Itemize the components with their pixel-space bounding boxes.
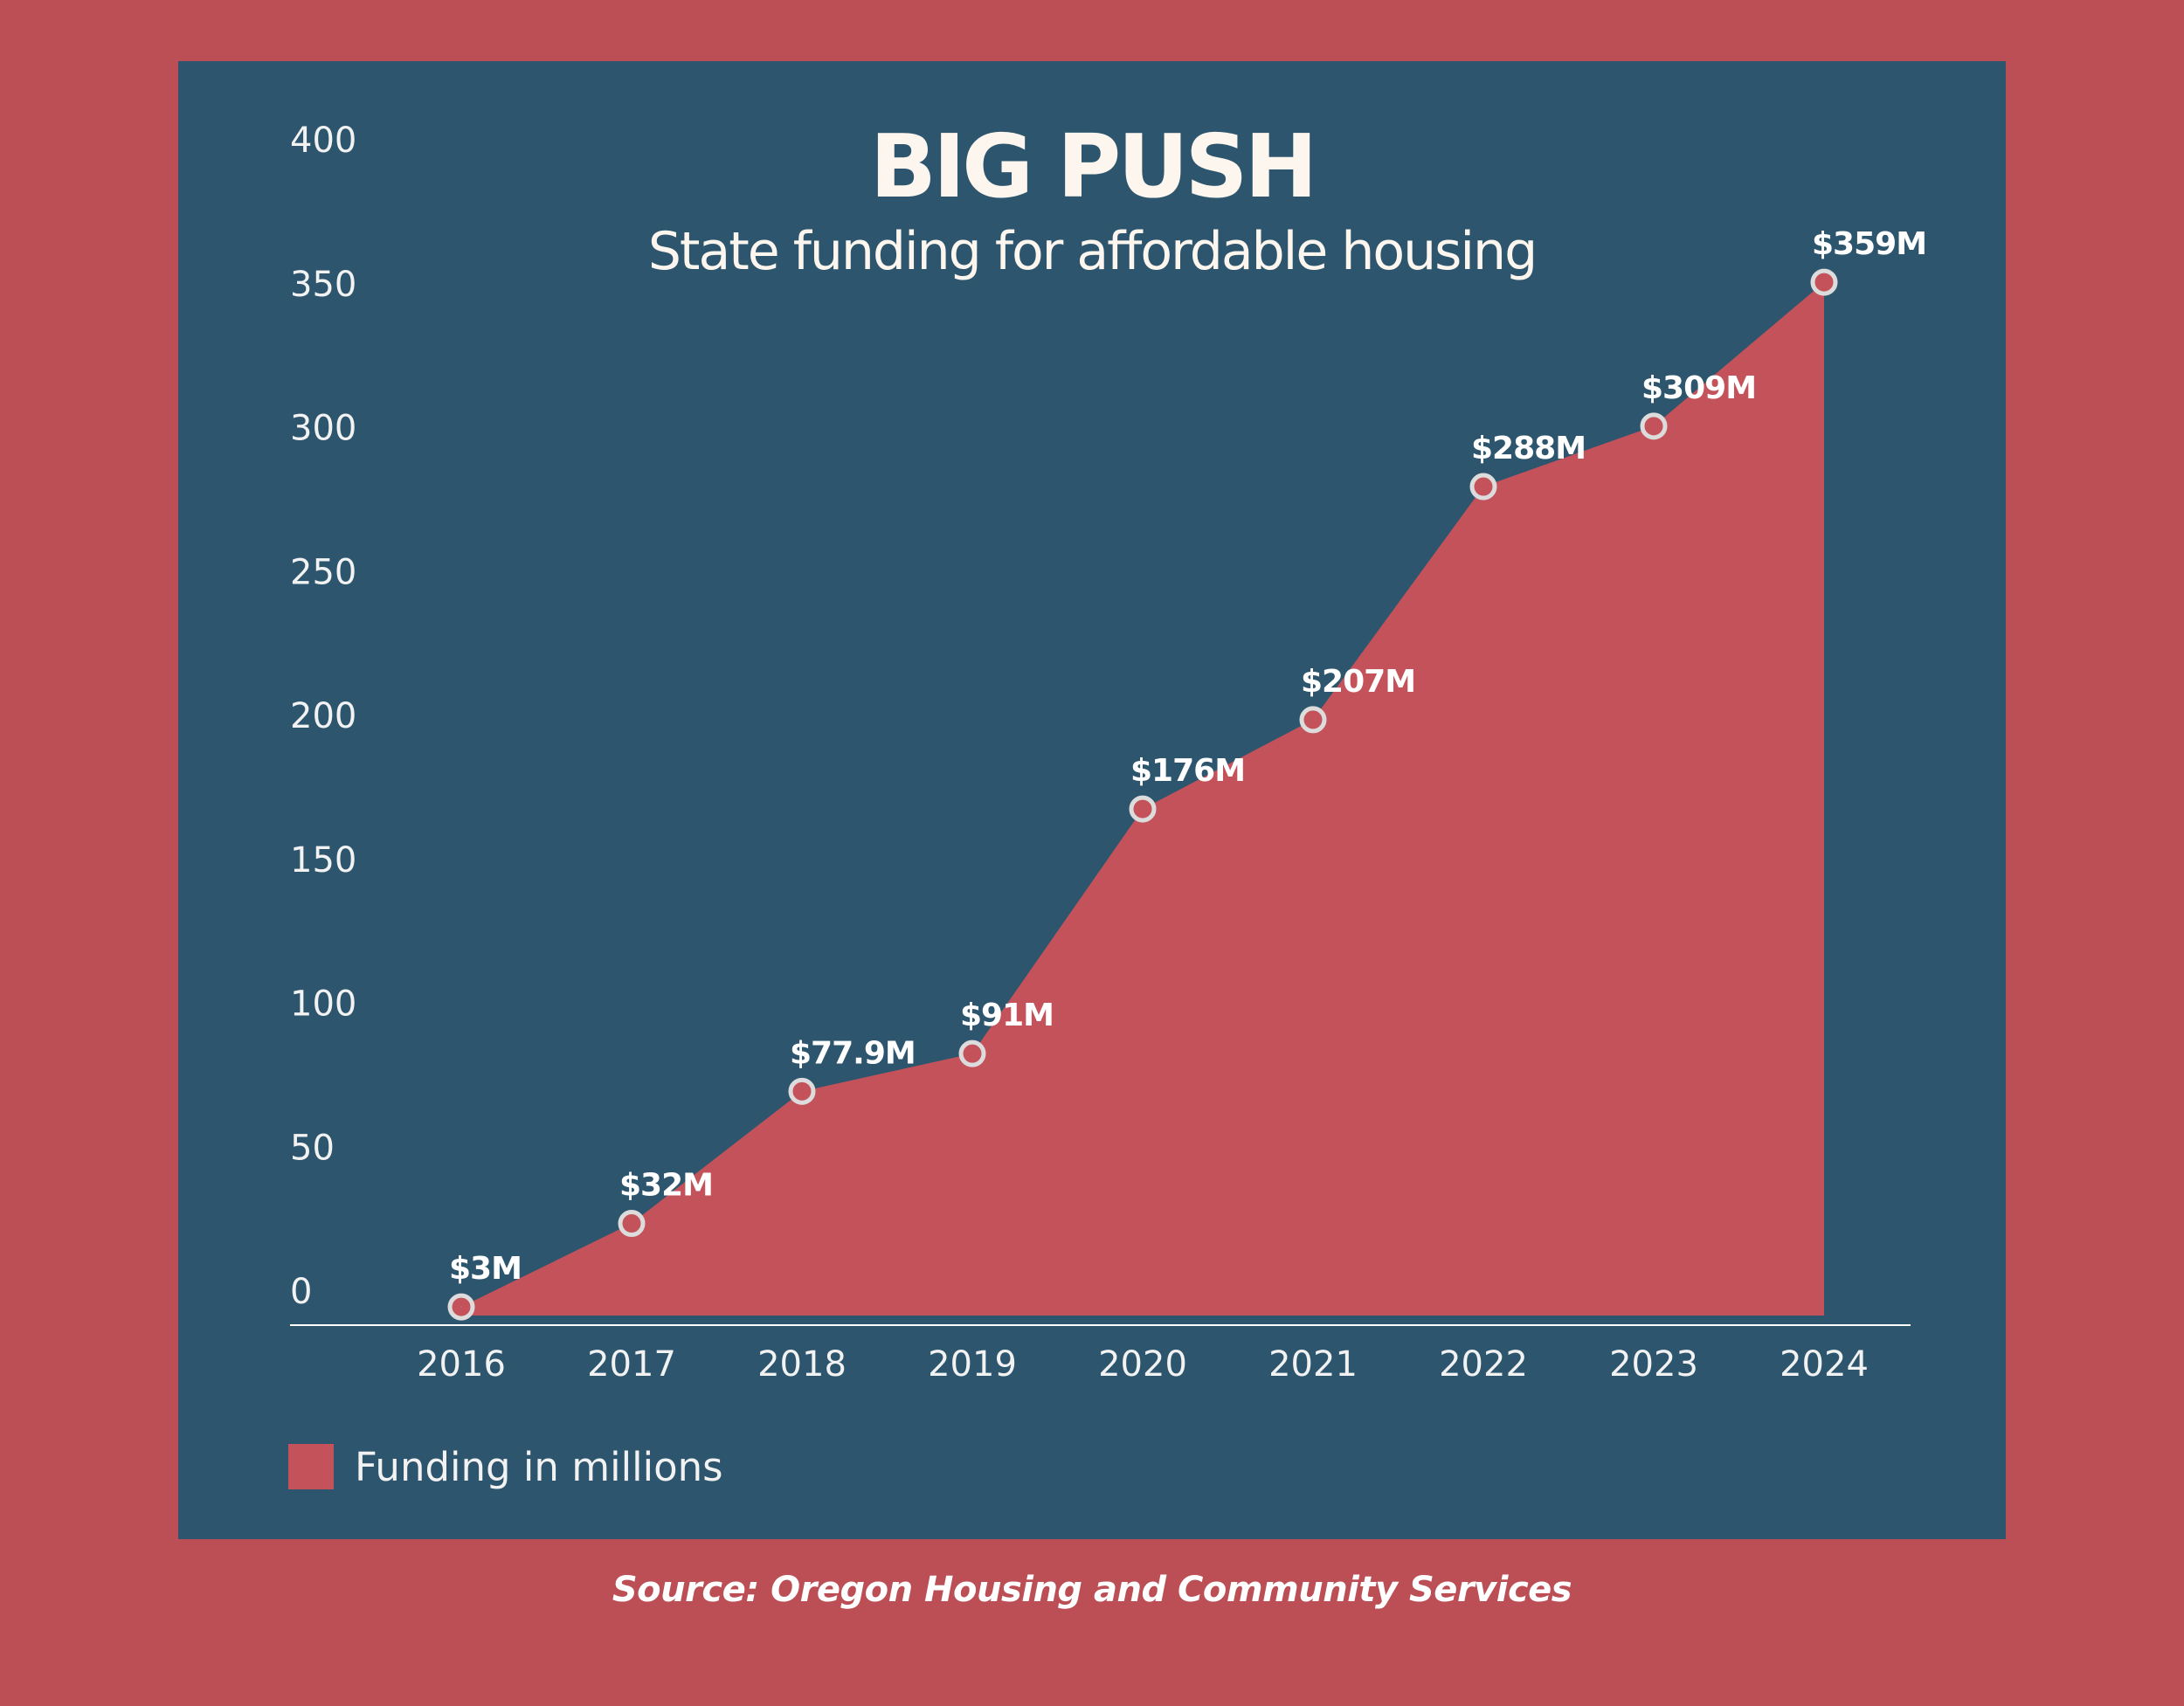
data-label: $288M xyxy=(1471,431,1586,466)
data-point xyxy=(1469,473,1497,501)
source-note: Source: Oregon Housing and Community Ser… xyxy=(612,1570,1572,1610)
chart-panel: BIG PUSH State funding for affordable ho… xyxy=(178,61,2006,1539)
y-axis: 0 50 100 150 200 250 300 350 400 xyxy=(290,121,356,1312)
x-tick-label: 2022 xyxy=(1439,1344,1528,1385)
x-tick-label: 2023 xyxy=(1609,1344,1698,1385)
data-point xyxy=(1129,795,1157,823)
data-label: $3M xyxy=(449,1251,522,1287)
y-tick-label: 300 xyxy=(290,409,356,449)
x-tick-label: 2018 xyxy=(757,1344,847,1385)
data-point xyxy=(1640,412,1668,440)
data-label: $176M xyxy=(1130,753,1245,789)
data-label: $359M xyxy=(1812,226,1926,262)
area-layer xyxy=(461,282,1824,1316)
data-markers xyxy=(447,268,1838,1321)
data-point xyxy=(618,1210,646,1238)
chart-subtitle: State funding for affordable housing xyxy=(648,221,1536,282)
x-tick-label: 2020 xyxy=(1098,1344,1187,1385)
y-tick-label: 250 xyxy=(290,552,356,592)
y-tick-label: 350 xyxy=(290,265,356,305)
data-label: $207M xyxy=(1301,664,1415,700)
data-point xyxy=(1299,706,1327,734)
y-tick-label: 100 xyxy=(290,984,356,1025)
data-label: $309M xyxy=(1641,370,1756,406)
y-tick-label: 50 xyxy=(290,1128,335,1168)
data-labels: $3M $32M $77.9M $91M $176M $207M $288M $309M $35… xyxy=(449,226,1927,1287)
data-point xyxy=(958,1039,986,1067)
legend-label: Funding in millions xyxy=(355,1444,723,1490)
legend: Funding in millions xyxy=(288,1444,723,1490)
data-label: $32M xyxy=(619,1168,713,1204)
y-tick-label: 0 xyxy=(290,1272,312,1312)
data-label: $77.9M xyxy=(790,1035,916,1071)
x-tick-label: 2016 xyxy=(417,1344,506,1385)
series-area-funding xyxy=(461,282,1824,1316)
x-tick-label: 2021 xyxy=(1268,1344,1358,1385)
x-axis: 2016 2017 2018 2019 2020 2021 2022 2023 2024 xyxy=(417,1344,1869,1385)
y-tick-label: 400 xyxy=(290,121,356,161)
y-tick-label: 200 xyxy=(290,696,356,736)
x-tick-label: 2024 xyxy=(1780,1344,1869,1385)
data-label: $91M xyxy=(960,998,1054,1033)
data-point xyxy=(447,1293,475,1321)
legend-swatch xyxy=(288,1444,334,1489)
chart: BIG PUSH State funding for affordable ho… xyxy=(288,115,1927,1490)
chart-title: BIG PUSH xyxy=(870,115,1315,218)
data-point xyxy=(1810,268,1838,296)
data-point xyxy=(788,1077,816,1105)
x-tick-label: 2017 xyxy=(587,1344,676,1385)
y-tick-label: 150 xyxy=(290,840,356,881)
x-tick-label: 2019 xyxy=(928,1344,1017,1385)
